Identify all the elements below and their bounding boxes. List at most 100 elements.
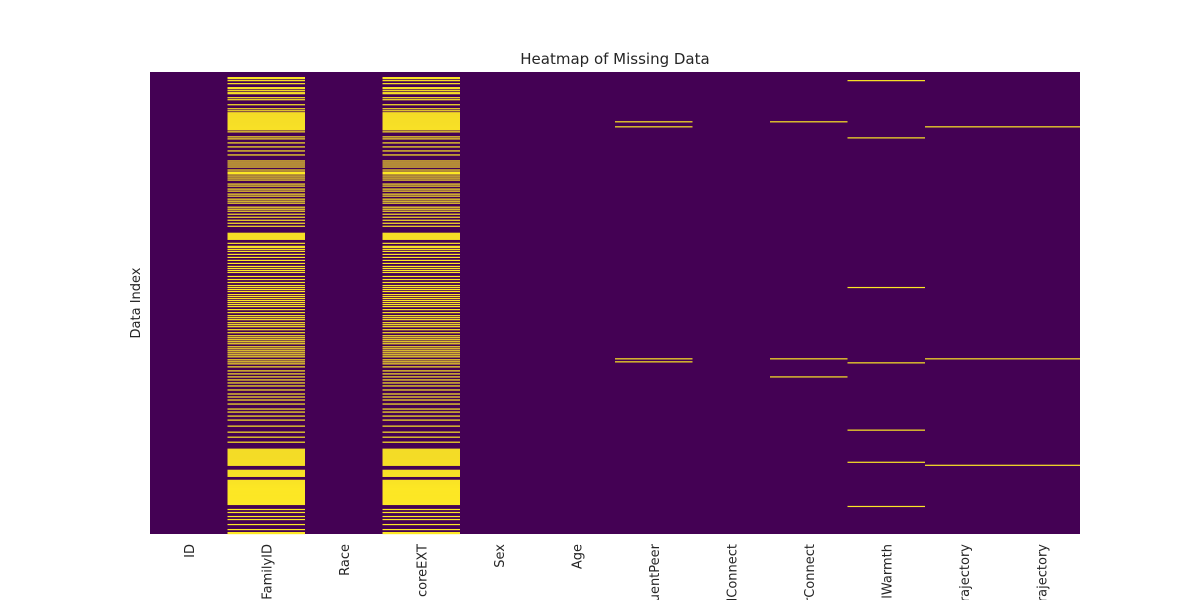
missing-cell	[382, 265, 460, 268]
missing-cell	[382, 312, 460, 314]
missing-cell	[227, 246, 305, 248]
missing-cell	[227, 480, 305, 482]
missing-cell	[227, 87, 305, 89]
missing-cell	[382, 499, 460, 502]
missing-cell	[227, 483, 305, 485]
missing-cell	[382, 256, 460, 258]
missing-cell	[227, 479, 305, 481]
missing-cell	[227, 92, 305, 94]
missing-cell	[382, 472, 460, 474]
missing-cell	[382, 363, 460, 365]
missing-cell	[382, 242, 460, 244]
x-tick-label: Trajectory	[1035, 544, 1050, 600]
missing-cell	[382, 322, 460, 324]
missing-cell	[382, 493, 460, 496]
missing-cell	[227, 451, 305, 453]
missing-cell	[227, 431, 305, 433]
missing-cell	[382, 198, 460, 200]
missing-cell	[770, 121, 848, 123]
missing-cell	[382, 146, 460, 148]
x-axis-ticks: ID FamilyID Race coreEXT Sex Age uentPeer lConn…	[183, 543, 1051, 604]
missing-cell	[227, 173, 305, 175]
missing-cell	[382, 166, 460, 168]
missing-cell	[382, 484, 460, 486]
missing-cell	[847, 505, 925, 508]
missing-cell	[382, 131, 460, 133]
missing-cell	[227, 399, 305, 401]
missing-cell	[1002, 464, 1080, 466]
missing-cell	[925, 358, 1003, 360]
missing-cell	[382, 319, 460, 321]
missing-cell	[227, 458, 305, 460]
missing-cell	[227, 408, 305, 410]
x-tick-label: uentPeer	[648, 543, 663, 600]
missing-cell	[227, 515, 305, 518]
missing-cell	[382, 415, 460, 417]
missing-cell	[382, 309, 460, 311]
missing-cell	[382, 462, 460, 464]
missing-cell	[227, 121, 305, 123]
missing-cell	[227, 396, 305, 398]
missing-cell	[227, 284, 305, 287]
missing-cell	[382, 92, 460, 94]
missing-cell	[227, 80, 305, 82]
missing-cell	[227, 242, 305, 244]
missing-cell	[382, 425, 460, 427]
missing-cell	[227, 271, 305, 274]
missing-cell	[227, 93, 305, 95]
missing-cell	[227, 498, 305, 501]
missing-cell	[382, 293, 460, 296]
missing-cell	[227, 97, 305, 99]
missing-cell	[227, 110, 305, 112]
missing-cell	[227, 262, 305, 265]
missing-cell	[382, 115, 460, 117]
missing-cell	[382, 250, 460, 252]
missing-cell	[382, 337, 460, 339]
missing-cell	[382, 175, 460, 177]
missing-cell	[382, 366, 460, 368]
missing-cell	[382, 463, 460, 465]
missing-cell	[227, 250, 305, 252]
missing-cell	[227, 138, 305, 140]
missing-cell	[382, 389, 460, 391]
missing-cell	[382, 87, 460, 89]
missing-cell	[847, 362, 925, 364]
missing-cell	[382, 288, 460, 291]
missing-cell	[382, 531, 460, 534]
missing-cell	[227, 301, 305, 304]
missing-cell	[382, 441, 460, 443]
missing-cell	[382, 471, 460, 473]
missing-cell	[615, 358, 693, 360]
missing-cell	[227, 486, 305, 488]
missing-cell	[227, 339, 305, 341]
missing-cell	[227, 473, 305, 475]
missing-cell	[227, 122, 305, 124]
missing-cell	[382, 482, 460, 484]
missing-cell	[382, 110, 460, 112]
missing-cell	[227, 496, 305, 499]
missing-cell	[382, 508, 460, 511]
missing-cell	[382, 450, 460, 452]
missing-cell	[227, 481, 305, 483]
x-tick-label: ID	[183, 544, 198, 558]
missing-cell	[382, 489, 460, 492]
missing-cell	[227, 373, 305, 375]
missing-cell	[382, 354, 460, 356]
missing-cell	[382, 200, 460, 202]
missing-cell	[227, 160, 305, 162]
missing-cell	[227, 113, 305, 115]
missing-cell	[227, 114, 305, 116]
missing-cell	[925, 464, 1003, 466]
missing-cell	[382, 339, 460, 341]
missing-cell	[227, 304, 305, 306]
missing-cell	[227, 523, 305, 526]
missing-cell	[925, 126, 1003, 128]
missing-cell	[382, 114, 460, 116]
missing-cell	[382, 469, 460, 471]
missing-cell	[382, 195, 460, 197]
missing-cell	[382, 123, 460, 125]
missing-cell	[382, 496, 460, 499]
missing-cell	[227, 528, 305, 531]
missing-cell	[227, 127, 305, 129]
missing-cell	[382, 511, 460, 514]
